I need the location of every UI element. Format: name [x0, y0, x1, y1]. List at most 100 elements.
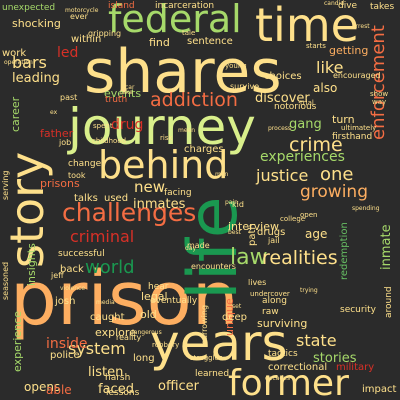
cloud-word: dangerous: [130, 329, 162, 336]
cloud-word: harsh: [105, 373, 131, 383]
cloud-word: serving: [1, 170, 10, 200]
cloud-word: charges: [184, 144, 224, 155]
cloud-word: crime: [289, 134, 343, 156]
cloud-word: impact: [362, 384, 397, 395]
cloud-word: system: [68, 339, 126, 358]
cloud-word: childhood: [92, 137, 127, 145]
cloud-word: career: [9, 96, 22, 132]
cloud-word: behind: [98, 143, 229, 187]
cloud-word: open: [300, 211, 318, 219]
cloud-word: took: [68, 171, 86, 180]
cloud-word: gang: [289, 117, 322, 132]
cloud-word: josh: [55, 296, 76, 307]
cloud-word: lives: [248, 278, 267, 287]
cloud-word: struggles: [190, 354, 223, 362]
cloud-word: candid: [324, 0, 345, 7]
cloud-word: insights: [25, 243, 38, 286]
cloud-word: risk: [160, 134, 173, 142]
cloud-word: show: [370, 90, 389, 98]
cloud-word: talks: [74, 193, 98, 204]
cloud-word: encouraged: [333, 71, 381, 80]
cloud-word: journey: [68, 98, 256, 156]
cloud-word: time: [255, 0, 359, 52]
cloud-word: justice: [256, 166, 309, 185]
cloud-word: around: [384, 286, 394, 318]
cloud-word: survive: [230, 82, 260, 91]
cloud-word: violence: [60, 285, 86, 292]
cloud-word: jeff: [51, 271, 64, 280]
cloud-word: old: [140, 308, 157, 321]
cloud-word: opens: [24, 380, 61, 394]
cloud-word: truth: [105, 95, 128, 105]
cloud-word: successful: [58, 249, 105, 259]
cloud-word: inside: [46, 336, 88, 352]
cloud-word: experience: [11, 311, 24, 372]
cloud-word: unexpected: [2, 3, 56, 13]
cloud-word: world: [85, 257, 135, 278]
cloud-word: jail: [268, 236, 280, 245]
cloud-word: arrest: [352, 23, 370, 30]
cloud-word: shocking: [12, 17, 61, 30]
cloud-word: process: [268, 125, 292, 132]
cloud-word: long: [133, 353, 155, 364]
cloud-word: discover: [255, 91, 310, 106]
cloud-word: notorious: [274, 102, 317, 112]
cloud-word: way: [372, 98, 387, 106]
cloud-word: college: [280, 215, 306, 223]
cloud-word: best: [228, 229, 241, 236]
cloud-word: within: [71, 34, 102, 45]
cloud-word: correctional: [268, 362, 328, 373]
cloud-word: raw: [262, 307, 279, 317]
cloud-word: addiction: [150, 89, 238, 111]
cloud-word: age: [305, 227, 328, 241]
cloud-word: seasoned: [1, 261, 10, 300]
cloud-word: incarceration: [155, 1, 215, 11]
cloud-word: also: [313, 81, 338, 95]
cloud-word: young: [225, 62, 247, 70]
cloud-word: take: [120, 89, 133, 96]
cloud-word: police: [50, 350, 80, 361]
cloud-word: eventually: [150, 296, 198, 306]
cloud-word: firsthand: [332, 132, 373, 142]
cloud-word: along: [262, 296, 287, 306]
cloud-word: gripping: [88, 29, 122, 38]
cloud-word: island: [108, 1, 135, 11]
cloud-word: inmate: [379, 224, 394, 270]
cloud-word: drug: [111, 117, 144, 133]
cloud-word: caught: [90, 312, 125, 323]
cloud-word: trying: [300, 287, 318, 294]
cloud-word: lessons: [106, 388, 140, 398]
cloud-word: bars: [12, 53, 47, 72]
cloud-word: growing: [300, 182, 368, 202]
cloud-word: leading: [12, 71, 60, 86]
cloud-word: operation: [4, 59, 33, 66]
cloud-word: choices: [264, 71, 302, 82]
cloud-word: prisons: [40, 177, 80, 190]
cloud-word: trial: [300, 99, 314, 107]
cloud-word: challenges: [62, 198, 197, 227]
cloud-word: criminal: [70, 227, 135, 246]
cloud-word: security: [340, 305, 376, 315]
cloud-word: tale: [182, 29, 196, 37]
cloud-word: hear: [148, 282, 169, 292]
cloud-word: state: [296, 331, 337, 350]
cloud-word: redemption: [339, 222, 350, 280]
cloud-word: able: [46, 383, 72, 397]
cloud-word: kid: [232, 200, 244, 209]
cloud-word: work: [2, 48, 27, 59]
cloud-word: experiences: [260, 149, 345, 165]
cloud-word: faced: [98, 382, 134, 397]
cloud-word: pain: [225, 199, 238, 206]
cloud-word: new: [134, 178, 166, 196]
cloud-word: reality: [116, 333, 142, 342]
cloud-word: change: [68, 159, 102, 169]
cloud-word: starts: [306, 42, 326, 50]
cloud-word: officer: [158, 379, 200, 394]
cloud-word: getting: [329, 44, 369, 57]
cloud-word: ever: [70, 12, 88, 21]
cloud-word: sentence: [187, 36, 233, 47]
cloud-word: ex: [50, 109, 58, 116]
cloud-word: motorcycle: [65, 7, 99, 14]
cloud-word: turn: [332, 113, 355, 126]
